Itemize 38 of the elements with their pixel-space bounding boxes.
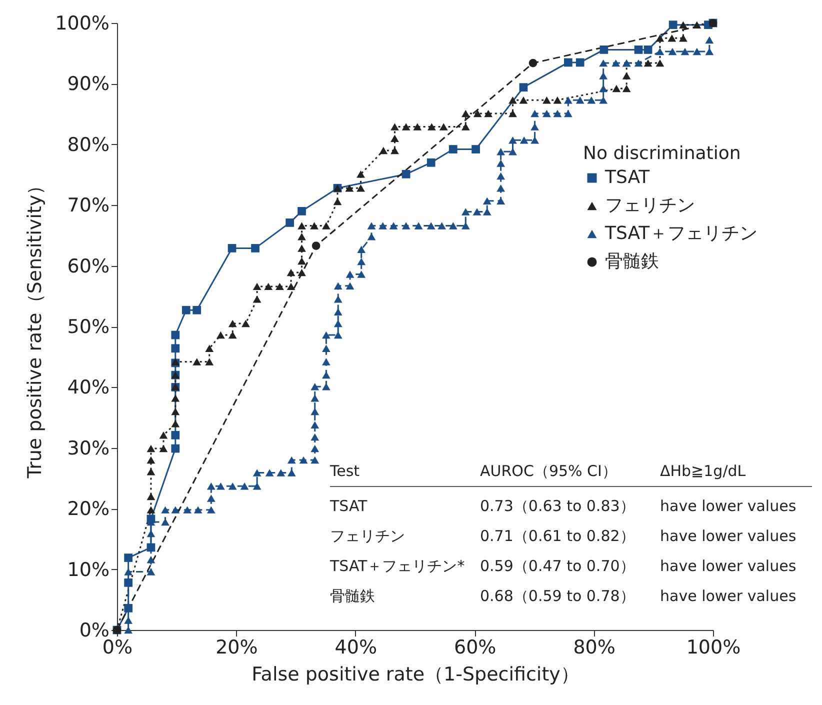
annotation: 0.59（0.47 to 0.70） — [480, 556, 636, 577]
y-tick-label: 90% — [67, 73, 110, 96]
legend-label: TSAT — [604, 167, 651, 188]
y-tick-label: 100% — [55, 12, 110, 34]
x-tick-label: 0% — [102, 636, 133, 658]
annotation: 骨髄鉄 — [330, 586, 376, 607]
annotation: TSAT＋フェリチン* — [330, 556, 466, 577]
annotation: have lower values — [660, 496, 798, 517]
annotation: Test — [330, 456, 480, 487]
x-axis-title: False positive rate（1-Specificity） — [252, 664, 580, 686]
y-tick-label: 40% — [67, 376, 110, 399]
annotation: have lower values — [660, 556, 798, 577]
x-tick-label: 80% — [573, 636, 616, 658]
y-tick-label: 20% — [67, 498, 110, 520]
annotation: 0.68（0.59 to 0.78） — [480, 586, 636, 607]
y-tick-label: 70% — [67, 194, 110, 217]
x-tick-label: 40% — [334, 636, 378, 658]
y-tick-label: 30% — [67, 437, 110, 460]
x-tick-label: 20% — [216, 636, 258, 658]
y-tick-label: 80% — [67, 134, 110, 156]
annotation: have lower values — [660, 526, 798, 547]
legend-label: フェリチン — [605, 195, 695, 216]
legend-title: No discrimination — [583, 143, 741, 164]
y-axis-title: True positive rate（Sensitivity） — [24, 176, 46, 480]
annotation: TSAT — [330, 496, 368, 517]
annotation: フェリチン — [330, 526, 406, 547]
annotation: have lower values — [660, 586, 798, 607]
y-tick-label: 10% — [67, 558, 110, 581]
annotation: ΔHb≧1g/dL — [660, 456, 812, 487]
y-tick-label: 60% — [67, 255, 110, 278]
annotation: 0.71（0.61 to 0.82） — [480, 526, 636, 547]
annotation: AUROC（95% CI） — [480, 456, 660, 487]
x-tick-label: 100% — [686, 636, 741, 658]
annotation: 0.73（0.63 to 0.83） — [480, 496, 636, 517]
legend-label: 骨髄鉄 — [605, 251, 659, 272]
legend-label: TSAT＋フェリチン — [604, 223, 758, 244]
y-tick-label: 50% — [67, 316, 110, 338]
x-tick-label: 60% — [454, 636, 496, 658]
